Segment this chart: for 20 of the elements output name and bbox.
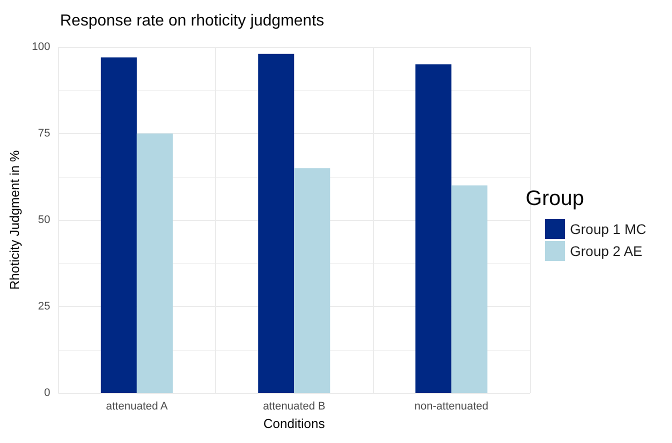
legend-title: Group — [526, 187, 584, 210]
bar — [451, 185, 488, 393]
chart-title: Response rate on rhoticity judgments — [60, 12, 324, 30]
x-tick-label: attenuated A — [106, 400, 168, 412]
x-tick-label: non-attenuated — [414, 400, 488, 412]
legend-label: Group 1 MC — [570, 221, 646, 237]
bar — [258, 54, 294, 393]
y-tick-label: 25 — [38, 300, 50, 312]
bar — [100, 57, 137, 393]
bar — [415, 64, 452, 393]
y-tick-label: 0 — [44, 387, 50, 399]
bar — [294, 168, 330, 393]
legend-label: Group 2 AE — [570, 243, 642, 259]
y-axis-title: Rhoticity Judgment in % — [7, 150, 22, 290]
y-tick-label: 100 — [32, 41, 50, 53]
x-tick-label: attenuated B — [262, 400, 326, 412]
bar — [136, 134, 173, 393]
x-axis-title: Conditions — [263, 416, 326, 431]
y-tick-label: 75 — [38, 128, 50, 140]
y-tick-label: 50 — [38, 214, 50, 226]
